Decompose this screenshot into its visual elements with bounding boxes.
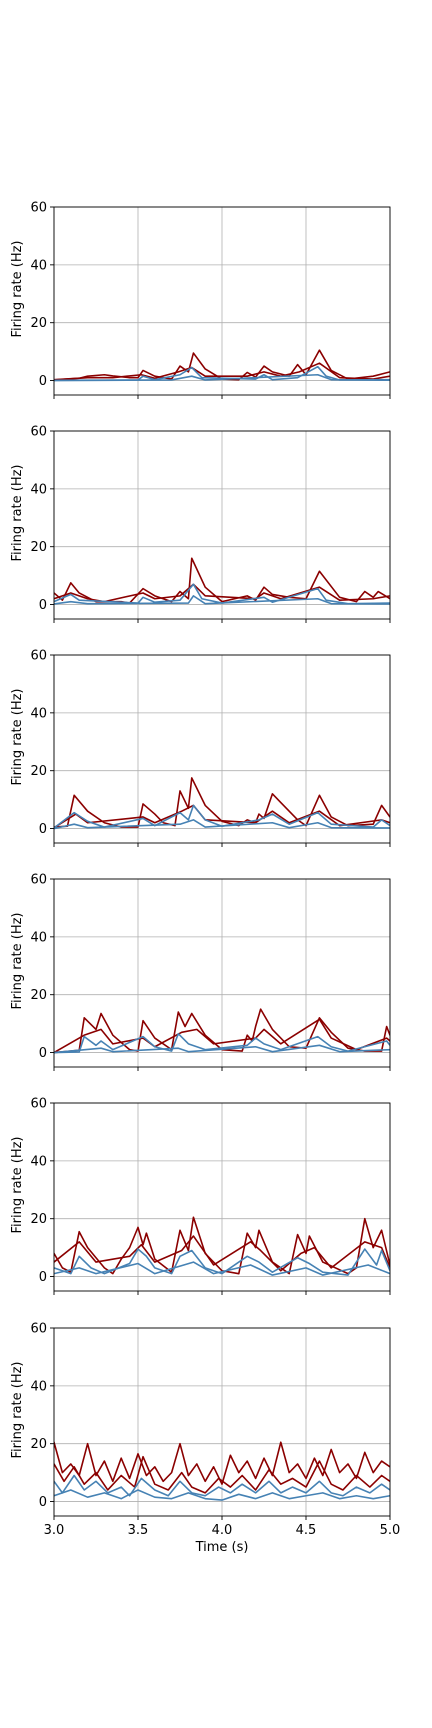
x-tick-label: 3.5: [128, 1523, 149, 1538]
y-tick-label: 60: [30, 649, 47, 664]
series-group: [54, 557, 390, 605]
inhibitory-rate-line: [54, 1032, 390, 1054]
panel-4: 0 20 40 60 Firing rate (Hz): [10, 873, 391, 1071]
series-group: [54, 1008, 390, 1054]
x-axis-label: Time (s): [195, 1540, 249, 1555]
panel-6: 3.0 3.5 4.0 4.5 5.0 0 20 40 60 Firing rate (Hz) Ti…: [10, 1322, 400, 1556]
y-tick-label: 60: [30, 1322, 47, 1337]
y-tick-label: 0: [39, 1270, 47, 1285]
excitatory-rate-line: [54, 1455, 390, 1494]
panel-5: 0 20 40 60 Firing rate (Hz): [10, 1097, 391, 1295]
series-group: [54, 1441, 390, 1501]
series-group: [54, 777, 390, 830]
y-tick-label: 60: [30, 201, 47, 216]
y-tick-label: 60: [30, 425, 47, 440]
excitatory-rate-line: [54, 1008, 390, 1054]
y-axis-label: Firing rate (Hz): [10, 1136, 25, 1233]
y-tick-label: 0: [39, 1495, 47, 1510]
inhibitory-rate-line: [54, 1474, 390, 1497]
y-tick-label: 40: [30, 1154, 47, 1169]
y-tick-label: 20: [30, 540, 47, 555]
excitatory-rate-line: [54, 362, 390, 381]
series-group: [54, 1216, 390, 1276]
x-tick-label: 3.0: [44, 1523, 65, 1538]
inhibitory-rate-line: [54, 595, 390, 605]
panel-2: 0 20 40 60 Firing rate (Hz): [10, 425, 391, 623]
y-axis-label: Firing rate (Hz): [10, 912, 25, 1009]
y-tick-label: 60: [30, 1097, 47, 1112]
excitatory-rate-line: [54, 583, 390, 603]
y-axis-label: Firing rate (Hz): [10, 1361, 25, 1458]
y-tick-label: 0: [39, 598, 47, 613]
y-tick-label: 0: [39, 374, 47, 389]
excitatory-rate-line: [54, 1441, 390, 1485]
y-tick-label: 60: [30, 873, 47, 888]
excitatory-rate-line: [54, 1235, 390, 1272]
inhibitory-rate-line: [54, 1489, 390, 1501]
y-tick-label: 20: [30, 316, 47, 331]
y-tick-label: 0: [39, 822, 47, 837]
x-tick-label: 4.0: [212, 1523, 233, 1538]
series-group: [54, 349, 390, 382]
inhibitory-rate-line: [54, 583, 390, 605]
y-axis-label: Firing rate (Hz): [10, 464, 25, 561]
panel-1: 0 20 40 60 Firing rate (Hz): [10, 201, 391, 399]
y-tick-label: 40: [30, 482, 47, 497]
inhibitory-rate-line: [54, 365, 390, 382]
y-axis-label: Firing rate (Hz): [10, 240, 25, 337]
y-tick-label: 20: [30, 988, 47, 1003]
inhibitory-rate-line: [54, 373, 390, 382]
inhibitory-rate-line: [54, 1044, 390, 1054]
y-tick-label: 20: [30, 1437, 47, 1452]
inhibitory-rate-line: [54, 1248, 390, 1276]
x-tick-label: 4.5: [296, 1523, 317, 1538]
y-tick-label: 40: [30, 1379, 47, 1394]
excitatory-rate-line: [54, 1018, 390, 1054]
inhibitory-rate-line: [54, 819, 390, 830]
panel-3: 0 20 40 60 Firing rate (Hz): [10, 649, 391, 847]
y-tick-label: 20: [30, 764, 47, 779]
y-tick-label: 40: [30, 706, 47, 721]
y-tick-label: 0: [39, 1046, 47, 1061]
x-tick-label: 5.0: [380, 1523, 401, 1538]
inhibitory-rate-line: [54, 1261, 390, 1276]
y-tick-label: 20: [30, 1212, 47, 1227]
y-axis-label: Firing rate (Hz): [10, 688, 25, 785]
y-tick-label: 40: [30, 930, 47, 945]
y-tick-label: 40: [30, 258, 47, 273]
